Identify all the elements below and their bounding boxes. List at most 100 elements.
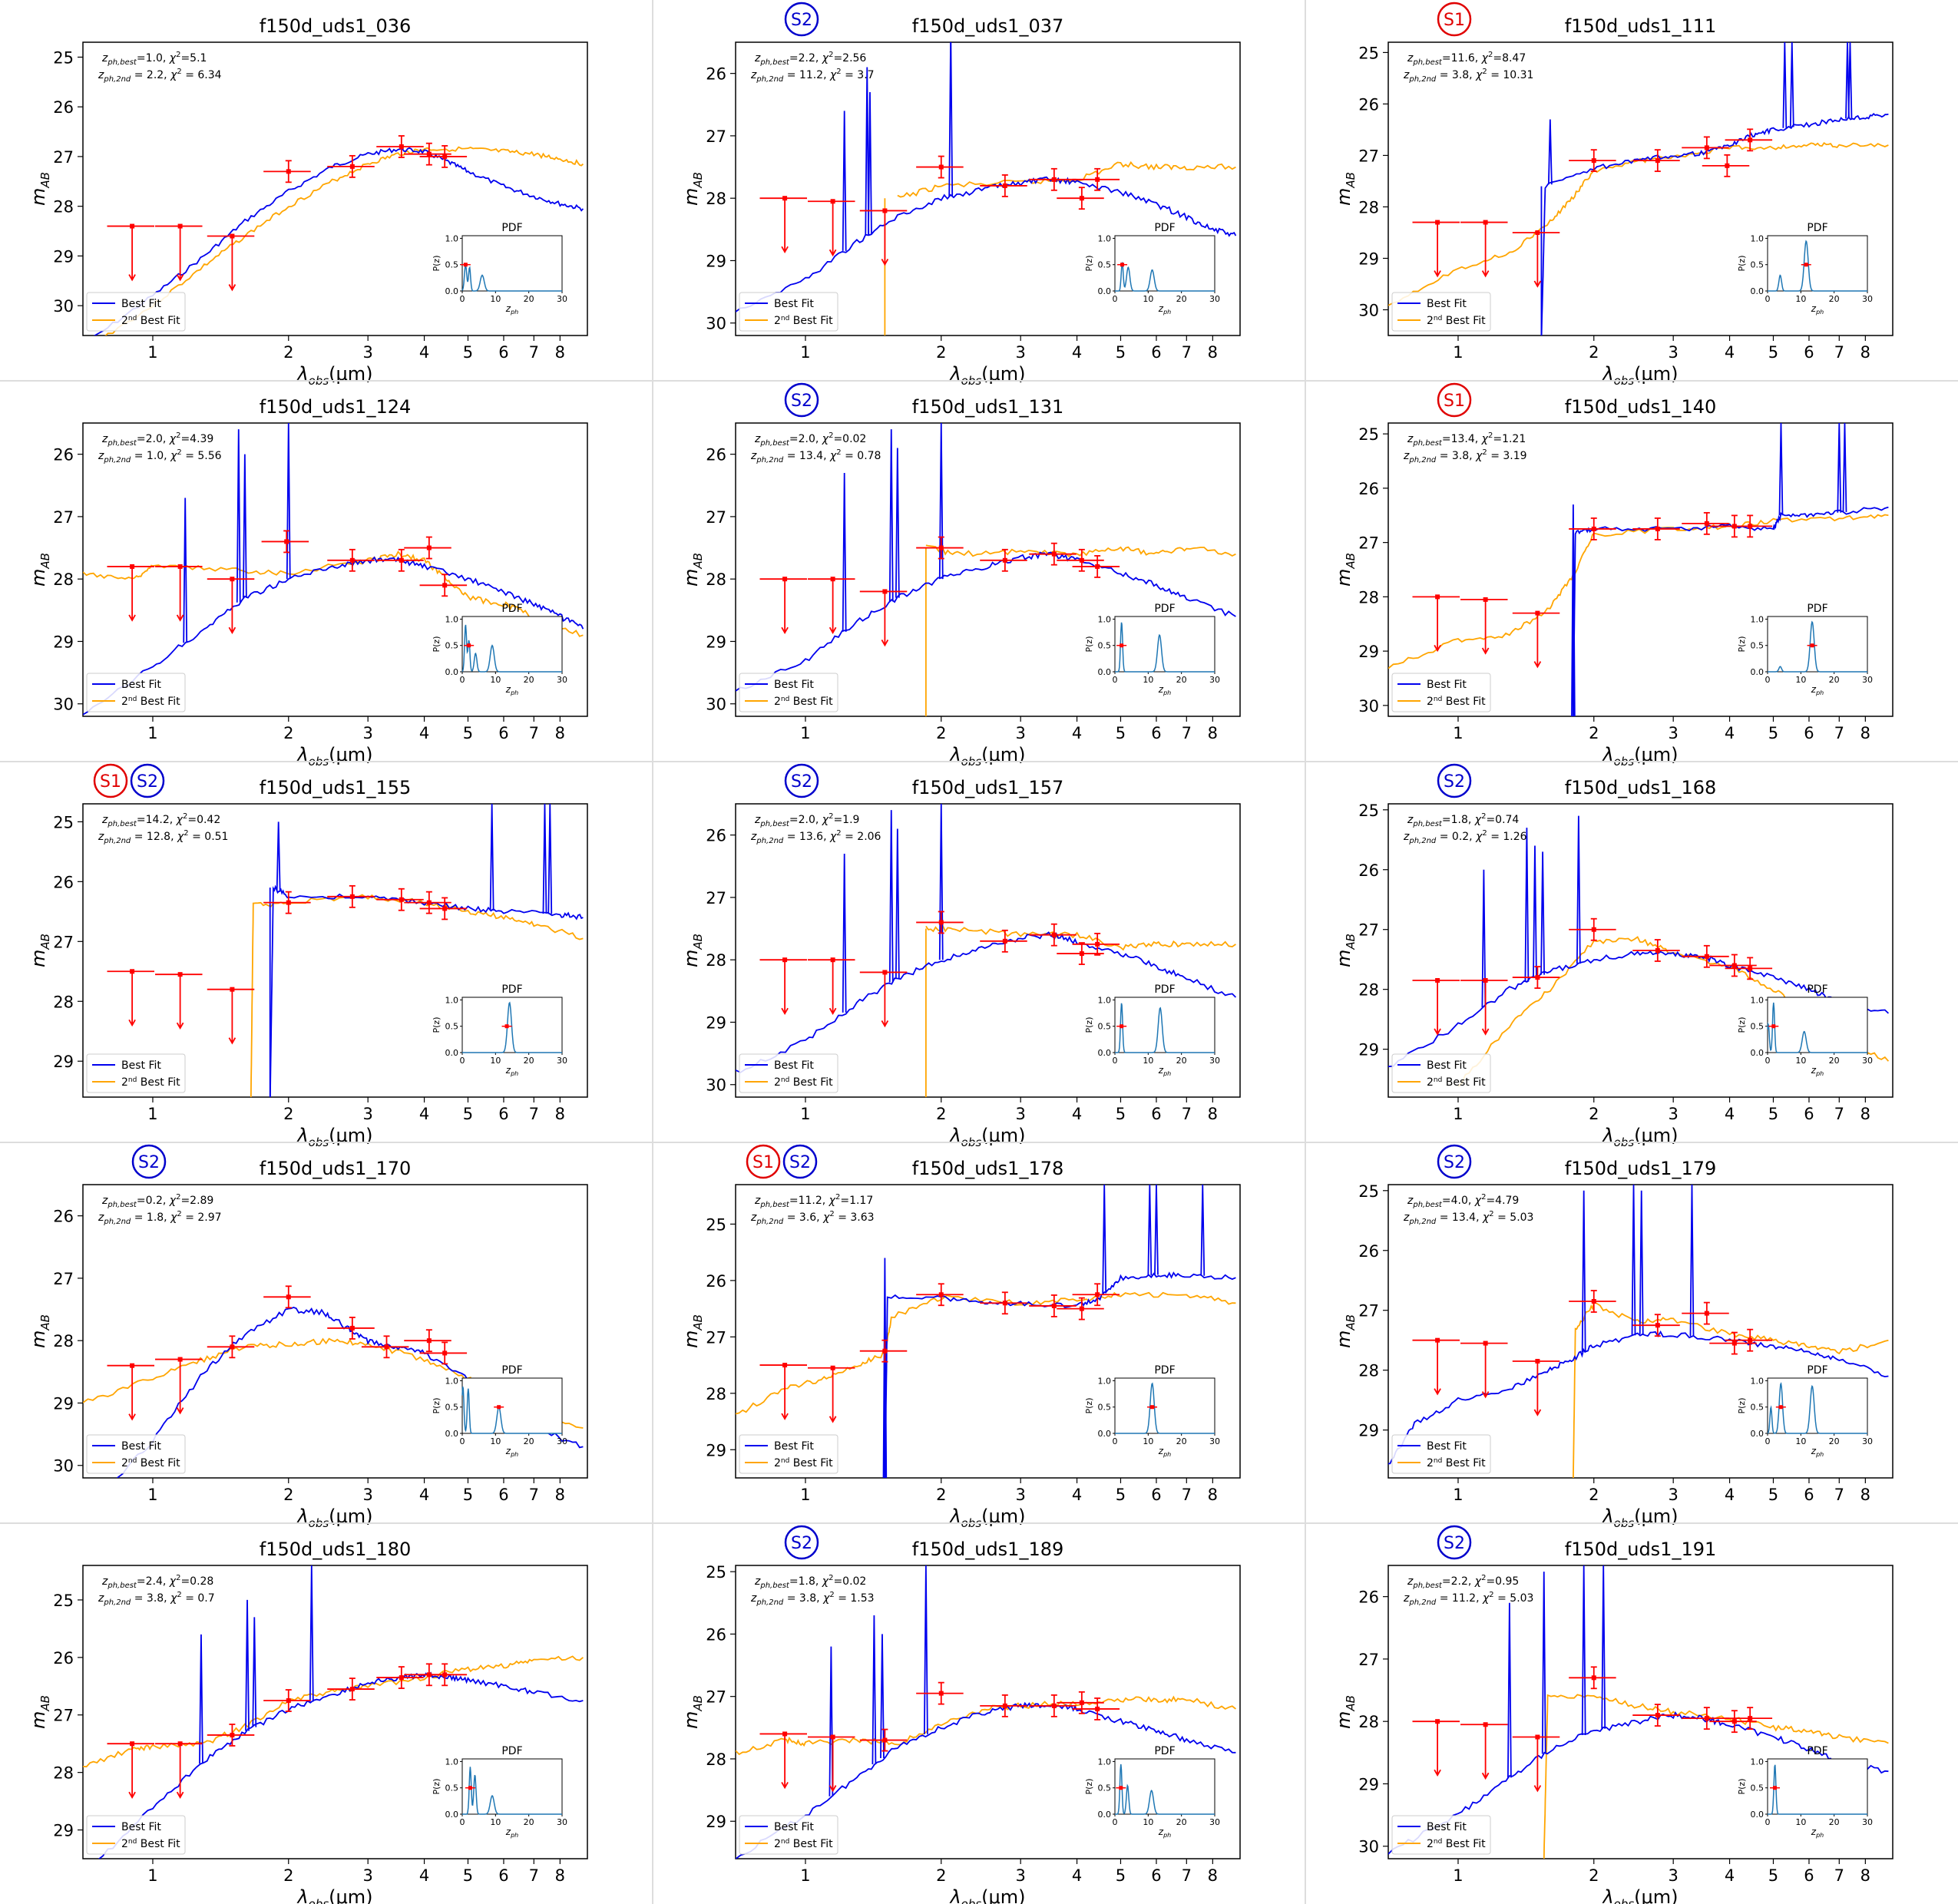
data-point [882, 970, 888, 975]
data-point [1095, 1706, 1100, 1711]
x-tick-label: 3 [362, 1486, 372, 1504]
pdf-y-label: P(z) [1084, 1017, 1094, 1033]
y-tick-label: 27 [53, 1270, 74, 1288]
x-tick-label: 5 [1768, 1486, 1778, 1504]
x-tick-label: 1 [800, 1486, 810, 1504]
legend-second-label: 2nd Best Fit [1427, 315, 1486, 327]
y-tick-label: 28 [53, 570, 74, 589]
data-point [177, 972, 183, 977]
legend-box [1391, 292, 1491, 332]
upper-limit-arrowhead [228, 626, 236, 635]
y-tick-label: 29 [1358, 1775, 1379, 1793]
upper-limit-arrowhead [881, 259, 889, 266]
panel-title: f150d_uds1_036 [260, 15, 412, 37]
x-tick-label: 7 [1182, 1486, 1192, 1504]
legend-box [739, 1053, 838, 1093]
x-tick-label: 5 [1768, 343, 1778, 362]
axes-frame [735, 41, 1241, 336]
legend-box [86, 1053, 186, 1093]
data-point [230, 233, 235, 239]
x-tick-label: 4 [1725, 724, 1735, 742]
pdf-frame [461, 616, 563, 673]
y-tick-label: 28 [1358, 198, 1379, 217]
plot-area [83, 1565, 584, 1859]
pdf-y-tick-label: 0.5 [1751, 1783, 1765, 1793]
sed-panel: f150d_uds1_036 25 26 27 28 29 30 1 2 3 4 5 6 7 8 mAB λob… [0, 0, 653, 388]
data-point [130, 223, 135, 229]
pdf-y-tick-label: 0.5 [1751, 260, 1765, 270]
axes-frame [82, 422, 588, 717]
best-fit-line [1388, 950, 1890, 1068]
upper-limit-arrowhead [781, 1782, 789, 1790]
pdf-y-label: P(z) [1084, 1779, 1094, 1795]
emission-line-spike [1689, 1185, 1695, 1337]
data-point [1655, 526, 1660, 531]
pdf-x-tick-label: 30 [1862, 1056, 1873, 1066]
pdf-y-tick-label: 1.0 [445, 614, 459, 624]
pdf-x-tick-label: 0 [1113, 1436, 1118, 1446]
y-tick-label: 27 [706, 127, 726, 146]
pdf-curve [462, 1767, 562, 1815]
pdf-x-tick-label: 10 [490, 1436, 501, 1446]
upper-limit-arrowhead [176, 1022, 184, 1030]
data-point [426, 151, 432, 157]
pdf-y-tick-label: 0.0 [1751, 1810, 1765, 1820]
x-tick-label: 1 [800, 343, 810, 362]
y-tick-label: 28 [1358, 1713, 1379, 1731]
pdf-zbest-marker [467, 643, 471, 648]
x-tick-label: 5 [463, 1486, 473, 1504]
pdf-x-tick-label: 30 [1209, 1817, 1220, 1827]
row-divider [0, 761, 1958, 762]
sed-panel: f150d_uds1_179 S2 25 26 27 28 29 1 2 3 4 5 6 7 8 mAB λob… [1305, 1142, 1958, 1530]
y-axis-label: mAB [28, 1695, 52, 1729]
pdf-x-tick-label: 10 [1795, 294, 1806, 304]
x-tick-label: 6 [1804, 1486, 1814, 1504]
x-tick-label: 2 [1589, 343, 1599, 362]
x-tick-label: 6 [498, 1105, 508, 1123]
pdf-x-label: zph [1811, 1065, 1824, 1077]
pdf-x-tick-label: 20 [1829, 1817, 1840, 1827]
upper-limit-arrowhead [176, 274, 184, 282]
y-tick-label: 25 [53, 813, 74, 831]
legend-best-label: Best Fit [1427, 1440, 1467, 1453]
upper-limit-arrowhead [781, 1007, 789, 1016]
pdf-x-label: zph [505, 1446, 518, 1458]
data-point [177, 1357, 183, 1362]
x-tick-label: 7 [1182, 1105, 1192, 1123]
legend-best-label: Best Fit [121, 298, 161, 310]
axes-frame [82, 1565, 588, 1859]
data-point [284, 539, 289, 544]
x-tick-label: 1 [147, 1105, 157, 1123]
legend-second-label: 2nd Best Fit [121, 315, 180, 327]
emission-line-spike [868, 92, 872, 234]
pdf-zbest-marker [1804, 263, 1808, 267]
data-point [177, 223, 183, 229]
plot-area [1388, 423, 1889, 716]
pdf-x-tick-label: 20 [1829, 1436, 1840, 1446]
data-point [1655, 158, 1660, 164]
pdf-y-tick-label: 0.0 [445, 1429, 459, 1439]
pdf-zbest-marker [1119, 1786, 1123, 1790]
sed-panel: f150d_uds1_037 S2 26 27 28 29 30 1 2 3 4 5 6 7 8 mAB λob… [653, 0, 1305, 388]
x-tick-label: 3 [1668, 343, 1678, 362]
y-axis-label: mAB [28, 1314, 52, 1348]
pdf-x-tick-label: 10 [490, 1056, 501, 1066]
emission-line-spike [1200, 1185, 1206, 1276]
emission-line-spike [1847, 42, 1853, 119]
data-point [1002, 1301, 1007, 1306]
data-point [1079, 557, 1084, 563]
data-point [1483, 597, 1488, 602]
pdf-x-tick-label: 10 [490, 1817, 501, 1827]
flag-s2-label: S2 [1444, 1534, 1465, 1553]
zbest-annotation: zph,best=1.8, χ2=0.02 [754, 1574, 866, 1590]
upper-limit-arrowhead [128, 1791, 136, 1800]
upper-limit-arrowhead [1533, 1785, 1542, 1793]
y-tick-label: 30 [706, 1076, 726, 1095]
x-tick-label: 8 [1860, 1866, 1870, 1885]
z2nd-annotation: zph,2nd = 0.2, χ2 = 1.26 [1403, 829, 1527, 845]
legend-best-label: Best Fit [121, 1059, 161, 1072]
y-tick-label: 27 [1358, 534, 1379, 553]
